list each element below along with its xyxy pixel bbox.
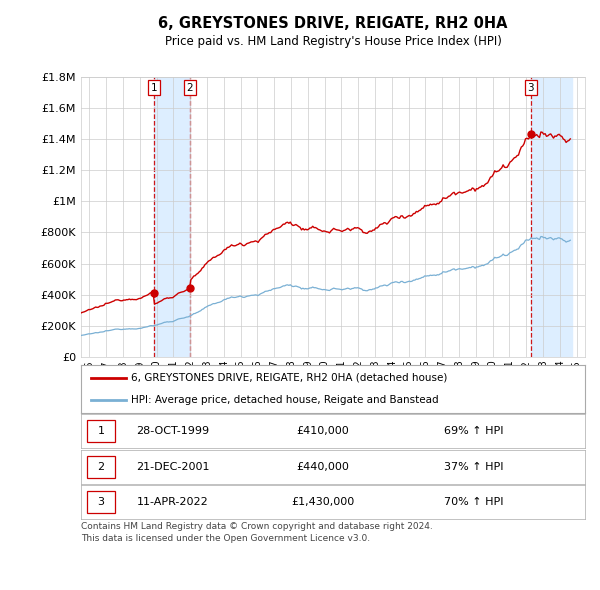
Text: £440,000: £440,000: [296, 462, 349, 471]
Text: £1,430,000: £1,430,000: [291, 497, 355, 507]
Text: 3: 3: [527, 83, 534, 93]
Text: 37% ↑ HPI: 37% ↑ HPI: [444, 462, 503, 471]
Bar: [87, 420, 115, 442]
Text: Contains HM Land Registry data © Crown copyright and database right 2024.
This d: Contains HM Land Registry data © Crown c…: [81, 522, 433, 543]
Text: 6, GREYSTONES DRIVE, REIGATE, RH2 0HA (detached house): 6, GREYSTONES DRIVE, REIGATE, RH2 0HA (d…: [131, 373, 448, 383]
Bar: [531, 77, 572, 357]
Text: 70% ↑ HPI: 70% ↑ HPI: [444, 497, 503, 507]
Text: HPI: Average price, detached house, Reigate and Banstead: HPI: Average price, detached house, Reig…: [131, 395, 439, 405]
Text: 1: 1: [151, 83, 157, 93]
Text: 6, GREYSTONES DRIVE, REIGATE, RH2 0HA: 6, GREYSTONES DRIVE, REIGATE, RH2 0HA: [158, 16, 508, 31]
Bar: [154, 77, 190, 357]
Bar: [87, 491, 115, 513]
Text: 21-DEC-2001: 21-DEC-2001: [136, 462, 210, 471]
Text: 11-APR-2022: 11-APR-2022: [136, 497, 208, 507]
Text: 3: 3: [97, 497, 104, 507]
Text: £410,000: £410,000: [296, 427, 349, 436]
Text: Price paid vs. HM Land Registry's House Price Index (HPI): Price paid vs. HM Land Registry's House …: [164, 35, 502, 48]
Text: 2: 2: [97, 462, 104, 471]
Text: 2: 2: [187, 83, 193, 93]
Text: 69% ↑ HPI: 69% ↑ HPI: [444, 427, 503, 436]
Bar: [87, 455, 115, 478]
Text: 1: 1: [97, 427, 104, 436]
Text: 28-OCT-1999: 28-OCT-1999: [136, 427, 209, 436]
